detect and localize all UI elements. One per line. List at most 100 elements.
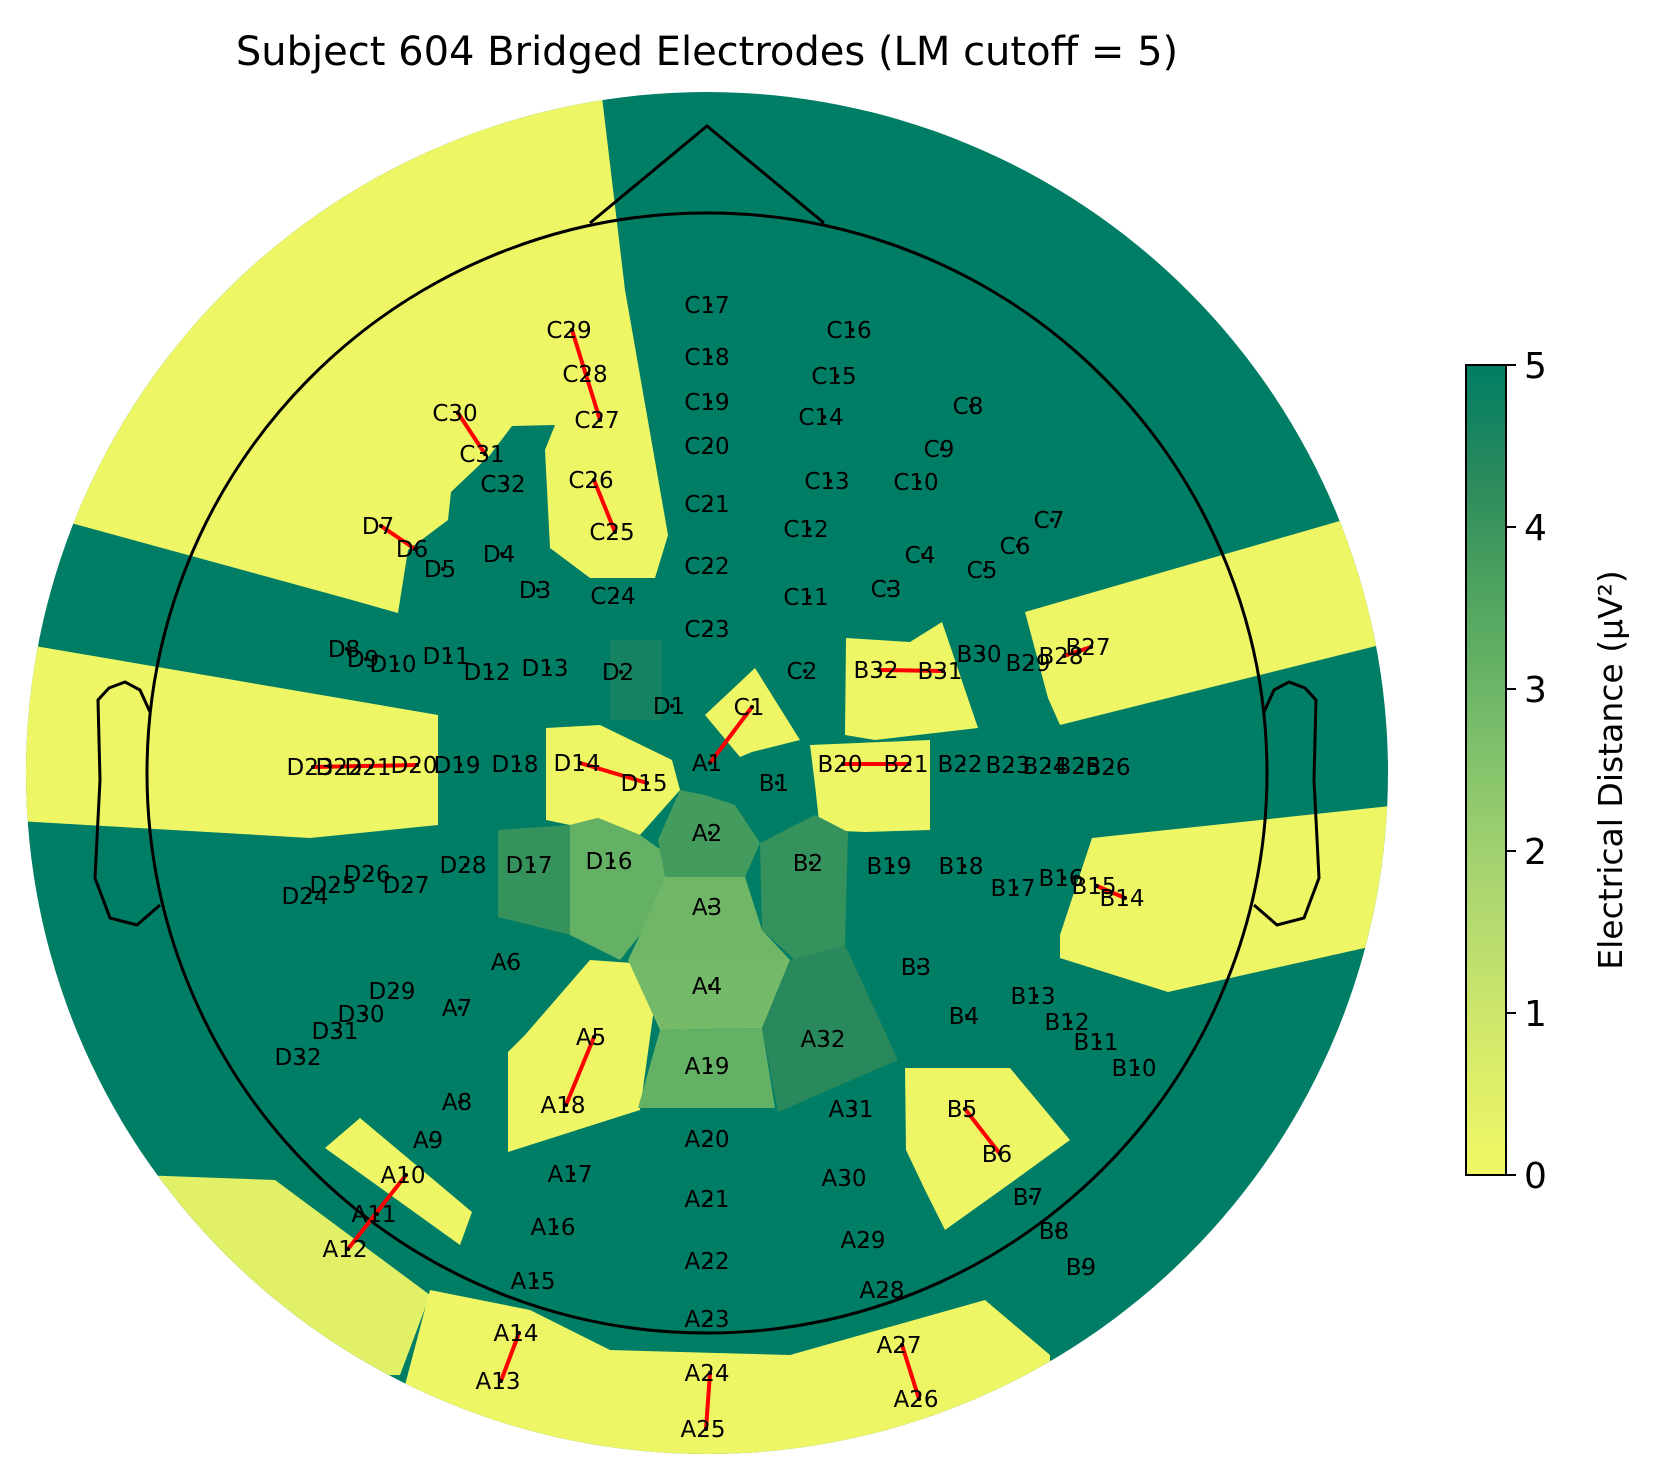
region-right-temporal xyxy=(1060,805,1388,992)
electrode-marker-a12 xyxy=(346,1247,350,1251)
electrode-marker-a31 xyxy=(852,1107,856,1111)
electrode-label-a12: A12 xyxy=(322,1237,367,1263)
electrode-label-b11: B11 xyxy=(1073,1030,1118,1056)
electrode-label-d26: D26 xyxy=(344,862,391,888)
electrode-marker-b9 xyxy=(1082,1265,1086,1269)
bridge-d14-d15 xyxy=(578,761,649,785)
electrode-label-d4: D4 xyxy=(483,542,515,568)
electrode-marker-a17 xyxy=(571,1172,575,1176)
bridge-b15-b14 xyxy=(1095,884,1127,900)
electrode-label-c13: C13 xyxy=(804,469,849,495)
electrode-label-a13: A13 xyxy=(475,1369,520,1395)
electrode-marker-d6 xyxy=(413,547,417,551)
electrode-label-c5: C5 xyxy=(967,558,998,584)
electrode-marker-b4 xyxy=(965,1014,969,1018)
region-d16 xyxy=(570,818,675,960)
electrode-marker-b19 xyxy=(890,864,894,868)
electrode-label-d18: D18 xyxy=(492,752,539,778)
electrode-marker-c1 xyxy=(750,705,754,709)
electrode-marker-b6 xyxy=(998,1152,1002,1156)
electrode-label-c17: C17 xyxy=(684,293,729,319)
electrode-marker-c3 xyxy=(887,587,891,591)
electrode-label-a26: A26 xyxy=(893,1387,938,1413)
electrode-marker-b13 xyxy=(1034,994,1038,998)
region-a5 xyxy=(508,960,660,1152)
electrode-label-c20: C20 xyxy=(684,434,729,460)
electrode-label-b31: B31 xyxy=(917,659,962,685)
colorbar-tick-label-0: 0 xyxy=(1524,1156,1547,1197)
electrode-marker-d15 xyxy=(645,781,649,785)
electrode-marker-b1 xyxy=(775,781,779,785)
electrode-marker-a19 xyxy=(708,1064,712,1068)
electrode-marker-c21 xyxy=(708,502,712,506)
electrode-marker-d5 xyxy=(441,567,445,571)
electrode-marker-d9 xyxy=(364,657,368,661)
electrode-label-a25: A25 xyxy=(680,1417,725,1443)
electrode-label-c29: C29 xyxy=(546,318,591,344)
electrode-marker-a26 xyxy=(917,1397,921,1401)
electrode-label-d21: D21 xyxy=(345,755,392,781)
electrode-marker-b23 xyxy=(1009,763,1013,767)
electrode-label-b24: B24 xyxy=(1022,754,1067,780)
electrode-marker-c14 xyxy=(822,415,826,419)
electrode-marker-c11 xyxy=(807,595,811,599)
colorbar-tick-label-1: 1 xyxy=(1524,994,1547,1035)
electrode-label-c30: C30 xyxy=(432,401,477,427)
electrode-label-a11: A11 xyxy=(351,1202,396,1228)
electrode-label-d7: D7 xyxy=(362,514,394,540)
electrode-marker-b22 xyxy=(961,762,965,766)
nose xyxy=(589,124,825,225)
electrode-marker-c7 xyxy=(1050,518,1054,522)
colorbar-ticks: 0 1 2 3 4 5 xyxy=(1506,346,1547,1197)
electrode-marker-b16 xyxy=(1062,876,1066,880)
electrode-marker-a4 xyxy=(708,984,712,988)
electrode-label-c24: C24 xyxy=(590,584,635,610)
electrode-label-a28: A28 xyxy=(859,1278,904,1304)
electrode-marker-c22 xyxy=(708,564,712,568)
electrode-marker-d32 xyxy=(299,1055,303,1059)
electrode-label-b4: B4 xyxy=(949,1004,979,1030)
electrode-label-b29: B29 xyxy=(1005,651,1050,677)
electrode-marker-a2 xyxy=(708,831,712,835)
electrode-marker-d24 xyxy=(306,894,310,898)
region-b2 xyxy=(760,815,848,960)
electrode-marker-b17 xyxy=(1014,886,1018,890)
topomap-field xyxy=(26,92,1388,1454)
electrode-marker-d7 xyxy=(379,524,383,528)
electrode-label-a15: A15 xyxy=(510,1269,555,1295)
electrode-marker-a16 xyxy=(554,1225,558,1229)
electrode-marker-d16 xyxy=(610,859,614,863)
electrode-label-d27: D27 xyxy=(383,873,430,899)
electrode-marker-b25 xyxy=(1079,764,1083,768)
electrode-label-c11: C11 xyxy=(783,585,828,611)
electrode-marker-d18 xyxy=(516,762,520,766)
electrode-label-d25: D25 xyxy=(310,873,357,899)
electrode-label-b27: B27 xyxy=(1065,635,1110,661)
electrode-label-d12: D12 xyxy=(464,660,511,686)
electrode-label-b23: B23 xyxy=(985,753,1030,779)
electrode-marker-b15 xyxy=(1095,884,1099,888)
electrode-marker-d30 xyxy=(362,1012,366,1016)
electrode-marker-a30 xyxy=(845,1176,849,1180)
colorbar-label: Electrical Distance (μV²) xyxy=(1591,570,1630,970)
bridge-c30-c31 xyxy=(456,411,487,456)
region-right-frontal xyxy=(1025,518,1388,725)
bridge-c1-a1 xyxy=(708,705,754,765)
electrode-label-a4: A4 xyxy=(692,974,722,1000)
electrode-label-a14: A14 xyxy=(493,1321,538,1347)
electrode-marker-b26 xyxy=(1109,765,1113,769)
electrode-marker-b3 xyxy=(917,965,921,969)
electrode-label-b32: B32 xyxy=(853,658,898,684)
head-circle xyxy=(145,211,1269,1335)
bridge-d23-d20 xyxy=(311,763,419,769)
electrode-marker-a22 xyxy=(708,1259,712,1263)
bridge-b32-b31 xyxy=(877,668,945,673)
colorbar: 0 1 2 3 4 5 Electrical Distance (μV²) xyxy=(1465,346,1630,1197)
electrode-marker-a8 xyxy=(458,1100,462,1104)
electrode-marker-c6 xyxy=(1016,544,1020,548)
electrode-marker-c19 xyxy=(708,400,712,404)
electrode-label-d30: D30 xyxy=(338,1002,385,1028)
bridge-b28-b27 xyxy=(1062,645,1093,658)
electrode-label-c7: C7 xyxy=(1034,508,1065,534)
region-a4 xyxy=(628,960,790,1030)
